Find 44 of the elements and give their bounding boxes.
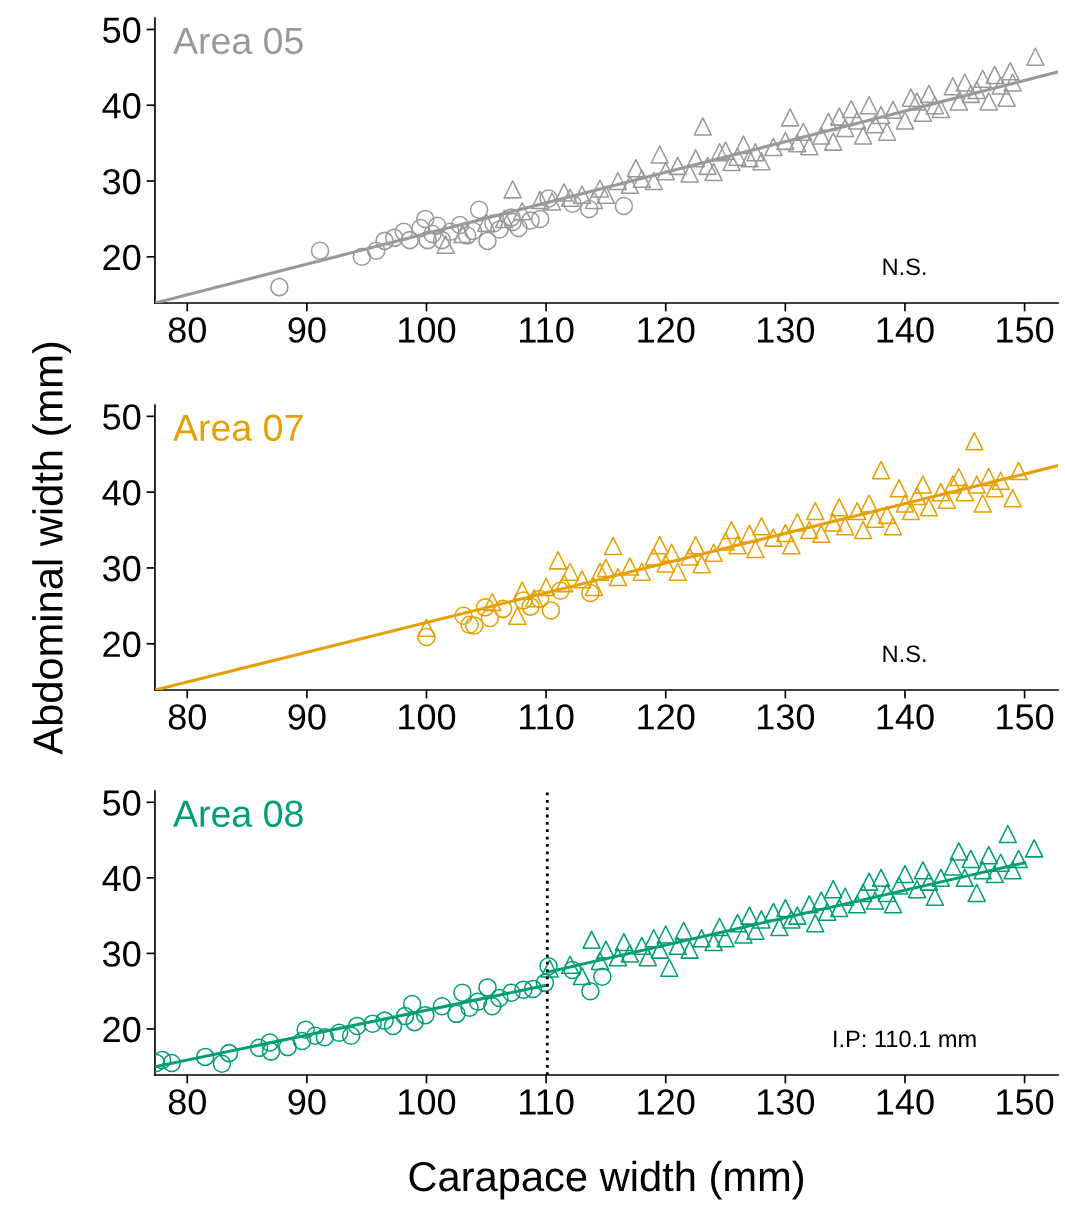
- annotation: N.S.: [883, 258, 926, 276]
- y-axis-title: Abdominal width (mm): [32, 342, 72, 755]
- x-tick-label: 80: [168, 704, 206, 730]
- chart-title: Area 08: [173, 800, 303, 828]
- x-tick-label: 120: [638, 317, 695, 343]
- x-tick-label: 150: [997, 317, 1054, 343]
- y-tick-label: 40: [102, 480, 141, 506]
- x-tick-label: 120: [638, 704, 695, 730]
- x-tick-label: 90: [288, 317, 326, 343]
- x-tick-label: 130: [757, 704, 815, 730]
- y-tick-label: 20: [103, 631, 141, 658]
- x-tick-label: 90: [288, 704, 326, 730]
- x-tick-label: 80: [168, 1089, 206, 1115]
- y-tick-label: 30: [102, 555, 141, 582]
- y-tick-label: 30: [102, 168, 141, 195]
- x-tick-label: 150: [997, 1089, 1054, 1115]
- y-tick-label: 40: [102, 865, 141, 892]
- x-tick-label: 140: [877, 317, 934, 343]
- y-tick-label: 50: [103, 17, 141, 43]
- x-tick-label: 100: [399, 1089, 456, 1115]
- y-tick-label: 20: [103, 244, 141, 271]
- x-tick-label: 120: [638, 1089, 695, 1115]
- x-tick-label: 90: [288, 1089, 326, 1115]
- annotation: N.S.: [883, 645, 926, 663]
- x-tick-label: 140: [877, 1089, 934, 1115]
- y-tick-label: 40: [102, 93, 141, 119]
- x-tick-label: 130: [757, 317, 815, 343]
- y-tick-label: 50: [103, 404, 141, 430]
- ref-line-label: I.P: 110.1 mm: [834, 1030, 976, 1048]
- x-tick-label: 130: [757, 1089, 815, 1115]
- chart-title: Area 05: [173, 27, 303, 55]
- x-tick-label: 110: [520, 1089, 574, 1115]
- y-tick-label: 20: [103, 1016, 141, 1043]
- x-axis-title: Carapace width (mm): [409, 1160, 804, 1200]
- x-tick-label: 80: [168, 317, 206, 343]
- x-tick-label: 110: [520, 317, 574, 343]
- x-tick-label: 140: [877, 704, 934, 730]
- x-tick-label: 100: [399, 704, 456, 730]
- x-tick-label: 110: [520, 704, 574, 730]
- chart-title: Area 07: [173, 414, 303, 442]
- y-tick-label: 50: [103, 790, 141, 816]
- y-tick-label: 30: [102, 941, 141, 967]
- x-tick-label: 150: [997, 704, 1054, 730]
- x-tick-label: 100: [399, 317, 456, 343]
